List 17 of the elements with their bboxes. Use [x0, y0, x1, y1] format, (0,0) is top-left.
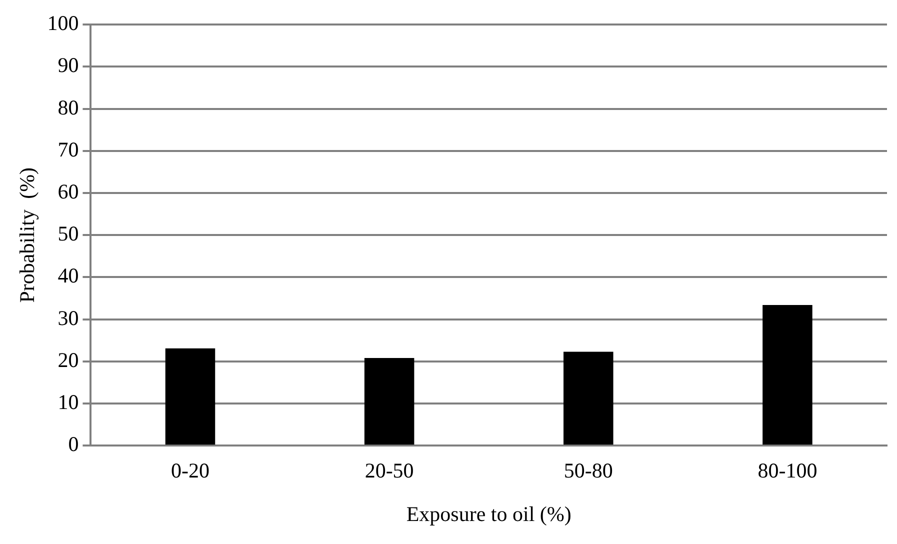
y-tick-label: 10 [58, 390, 79, 414]
y-tick-label: 90 [58, 53, 79, 78]
x-tick-label: 0-20 [170, 458, 210, 483]
x-tick-label: 50-80 [564, 458, 613, 483]
y-tick-label: 80 [58, 95, 79, 120]
y-tick-label: 20 [58, 348, 79, 372]
y-tick-label: 70 [58, 137, 79, 162]
y-tick-label: 100 [47, 11, 79, 36]
x-axis-title: Exposure to oil (%) [406, 502, 572, 526]
x-tick-label: 20-50 [364, 458, 414, 483]
y-tick-label: 60 [58, 180, 79, 204]
y-tick-label: 30 [58, 306, 79, 330]
y-axis-title: Probability (%) [15, 167, 40, 303]
y-tick-label: 40 [58, 264, 79, 288]
x-tick-label: 80-100 [758, 458, 818, 483]
y-tick-label: 50 [58, 222, 79, 246]
y-tick-label: 0 [68, 432, 79, 456]
